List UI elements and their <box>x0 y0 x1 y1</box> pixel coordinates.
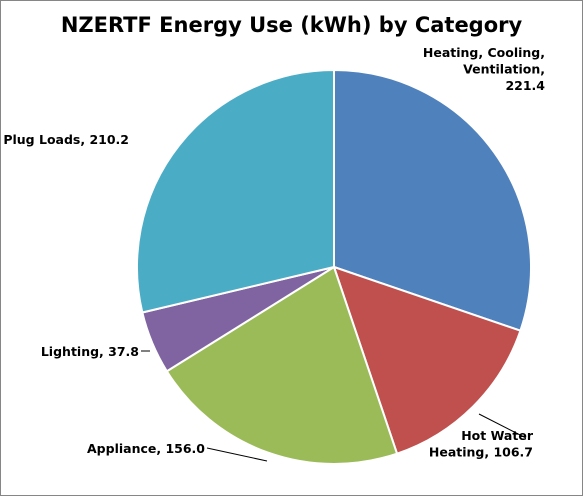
pie-slice-hot-water-heating <box>333 266 522 455</box>
data-label: Plug Loads, 210.2 <box>3 132 129 147</box>
chart-title: NZERTF Energy Use (kWh) by Category <box>60 13 523 37</box>
pie-slice-plug-loads <box>135 69 335 314</box>
leader-line <box>478 413 527 439</box>
leader-line <box>206 447 268 462</box>
data-label: Hot Water Heating, 106.7 <box>429 428 534 460</box>
pie-slices <box>135 69 532 465</box>
data-label: Appliance, 156.0 <box>87 441 205 456</box>
data-label: Lighting, 37.8 <box>41 344 139 359</box>
pie-slice-appliance <box>165 266 399 465</box>
leader-lines <box>141 350 527 462</box>
data-labels: Heating, Cooling, Ventilation, 221.4 Hot Wa… <box>3 45 545 460</box>
data-label: Heating, Cooling, Ventilation, 221.4 <box>423 45 545 93</box>
pie-slice-heating-cooling-ventilation <box>333 69 532 332</box>
